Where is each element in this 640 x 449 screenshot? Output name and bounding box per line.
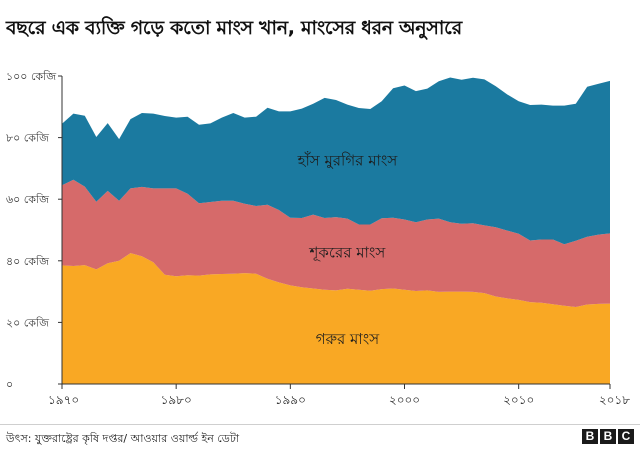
y-axis: ০ ২০ কেজি ৪০ কেজি ৬০ কেজি ৮০ কেজি ১০০ কেজি: [6, 70, 63, 391]
x-tick-label: ২০১০: [503, 393, 534, 407]
logo-letter: C: [618, 429, 634, 444]
x-tick-label: ১৯৮০: [161, 393, 192, 407]
y-tick-label: ০: [6, 378, 13, 391]
logo-letter: B: [582, 429, 598, 444]
series-label: গরুর মাংস: [316, 330, 380, 348]
area-pork: [62, 179, 610, 307]
series-labels: হাঁস মুরগির মাংস শূকরের মাংস গরুর মাংস: [297, 151, 399, 348]
series-label: হাঁস মুরগির মাংস: [297, 151, 399, 169]
source-note: উৎস: যুক্তরাষ্ট্রের কৃষি দপ্তর/ আওয়ার ও…: [6, 432, 240, 445]
x-tick-label: ২০১৮: [599, 393, 630, 407]
y-tick-label: ২০ কেজি: [6, 316, 49, 329]
chart-area: ০ ২০ কেজি ৪০ কেজি ৬০ কেজি ৮০ কেজি ১০০ কেজি ১৯…: [6, 70, 630, 407]
logo-letter: B: [600, 429, 616, 444]
area-series-group: [62, 77, 610, 384]
series-label: শূকরের মাংস: [309, 244, 387, 262]
area-beef: [62, 253, 610, 384]
x-tick-label: ১৯৭০: [48, 393, 79, 407]
y-tick-label: ৪০ কেজি: [6, 255, 49, 268]
x-tick-label: ১৯৯০: [275, 393, 306, 407]
footer-divider: [0, 424, 640, 425]
x-tick-label: ২০০০: [389, 393, 420, 407]
area-poultry: [62, 77, 610, 245]
y-tick-label: ১০০ কেজি: [6, 70, 56, 83]
x-axis: ১৯৭০ ১৯৮০ ১৯৯০ ২০০০ ২০১০ ২০১৮: [48, 383, 630, 407]
chart-title: বছরে এক ব্যক্তি গড়ে কতো মাংস খান, মাংসে…: [6, 17, 462, 39]
y-tick-label: ৮০ কেজি: [6, 132, 49, 145]
bbc-logo: B B C: [582, 429, 634, 444]
y-tick-label: ৬০ কেজি: [6, 193, 49, 206]
